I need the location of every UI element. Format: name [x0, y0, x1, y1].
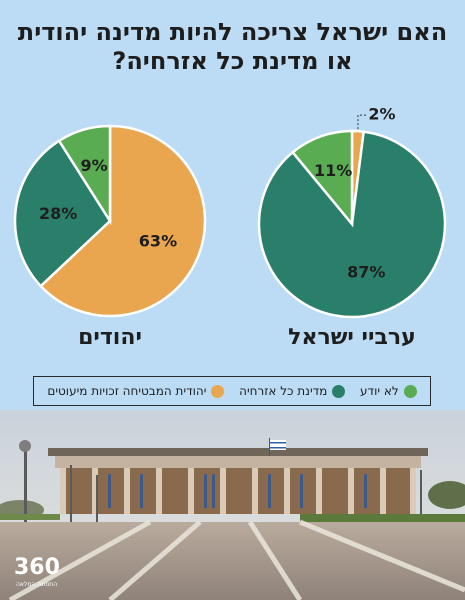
legend-swatch-orange [211, 384, 225, 398]
pie-label-arab-1: 87% [347, 263, 385, 282]
pie-jews: 63% 28% 9% [13, 124, 207, 318]
knesset-building-photo [0, 410, 465, 600]
logo-number: 360 [14, 555, 60, 580]
title-line-2: או מדינת כל אזרחיה? [112, 47, 353, 75]
pie-label-jews-0: 63% [139, 231, 177, 250]
pie-slice-jews-1 [13, 139, 112, 288]
title-line-1: האם ישראל צריכה להיות מדינה יהודית [17, 18, 448, 46]
pie-label-arab-2: 11% [314, 161, 352, 180]
pie-label-arab-0: 2% [368, 105, 395, 124]
legend-item-jewish-minority-rights: יהודית המבטיחה זכויות מיעוטים [47, 384, 225, 398]
pie-label-jews-2: 9% [81, 156, 108, 175]
legend-swatch-green [403, 384, 417, 398]
chart-title: האם ישראל צריכה להיות מדינה יהודית או מד… [0, 18, 465, 76]
legend-label: יהודית המבטיחה זכויות מיעוטים [47, 384, 207, 398]
legend-item-state-of-all-citizens: מדינת כל אזרחיה [239, 384, 346, 398]
pie-arab-citizens: 2% 87% 11% [257, 105, 447, 319]
logo-subtitle: התמונה המלאה [16, 581, 57, 588]
legend-label: לא יודע [360, 384, 399, 398]
legend-item-dont-know: לא יודע [360, 384, 417, 398]
pie-charts: 2% 87% 11% 63% 28% 9% [13, 105, 447, 319]
pie-slice-jews-2 [57, 124, 112, 226]
pie-label-jews-1: 28% [39, 204, 77, 223]
legend-label: מדינת כל אזרחיה [239, 384, 328, 398]
logo-360-icon: 360 התמונה המלאה [14, 555, 60, 588]
group-label-arab-citizens: ערביי ישראל [288, 325, 416, 350]
pie-leader-line [357, 114, 366, 130]
group-label-jews: יהודים [78, 325, 142, 350]
pie-slice-arab-2 [290, 129, 354, 228]
legend-swatch-teal [332, 384, 346, 398]
pie-slice-jews-0 [38, 124, 207, 318]
legend: יהודית המבטיחה זכויות מיעוטים מדינת כל א… [33, 376, 431, 406]
